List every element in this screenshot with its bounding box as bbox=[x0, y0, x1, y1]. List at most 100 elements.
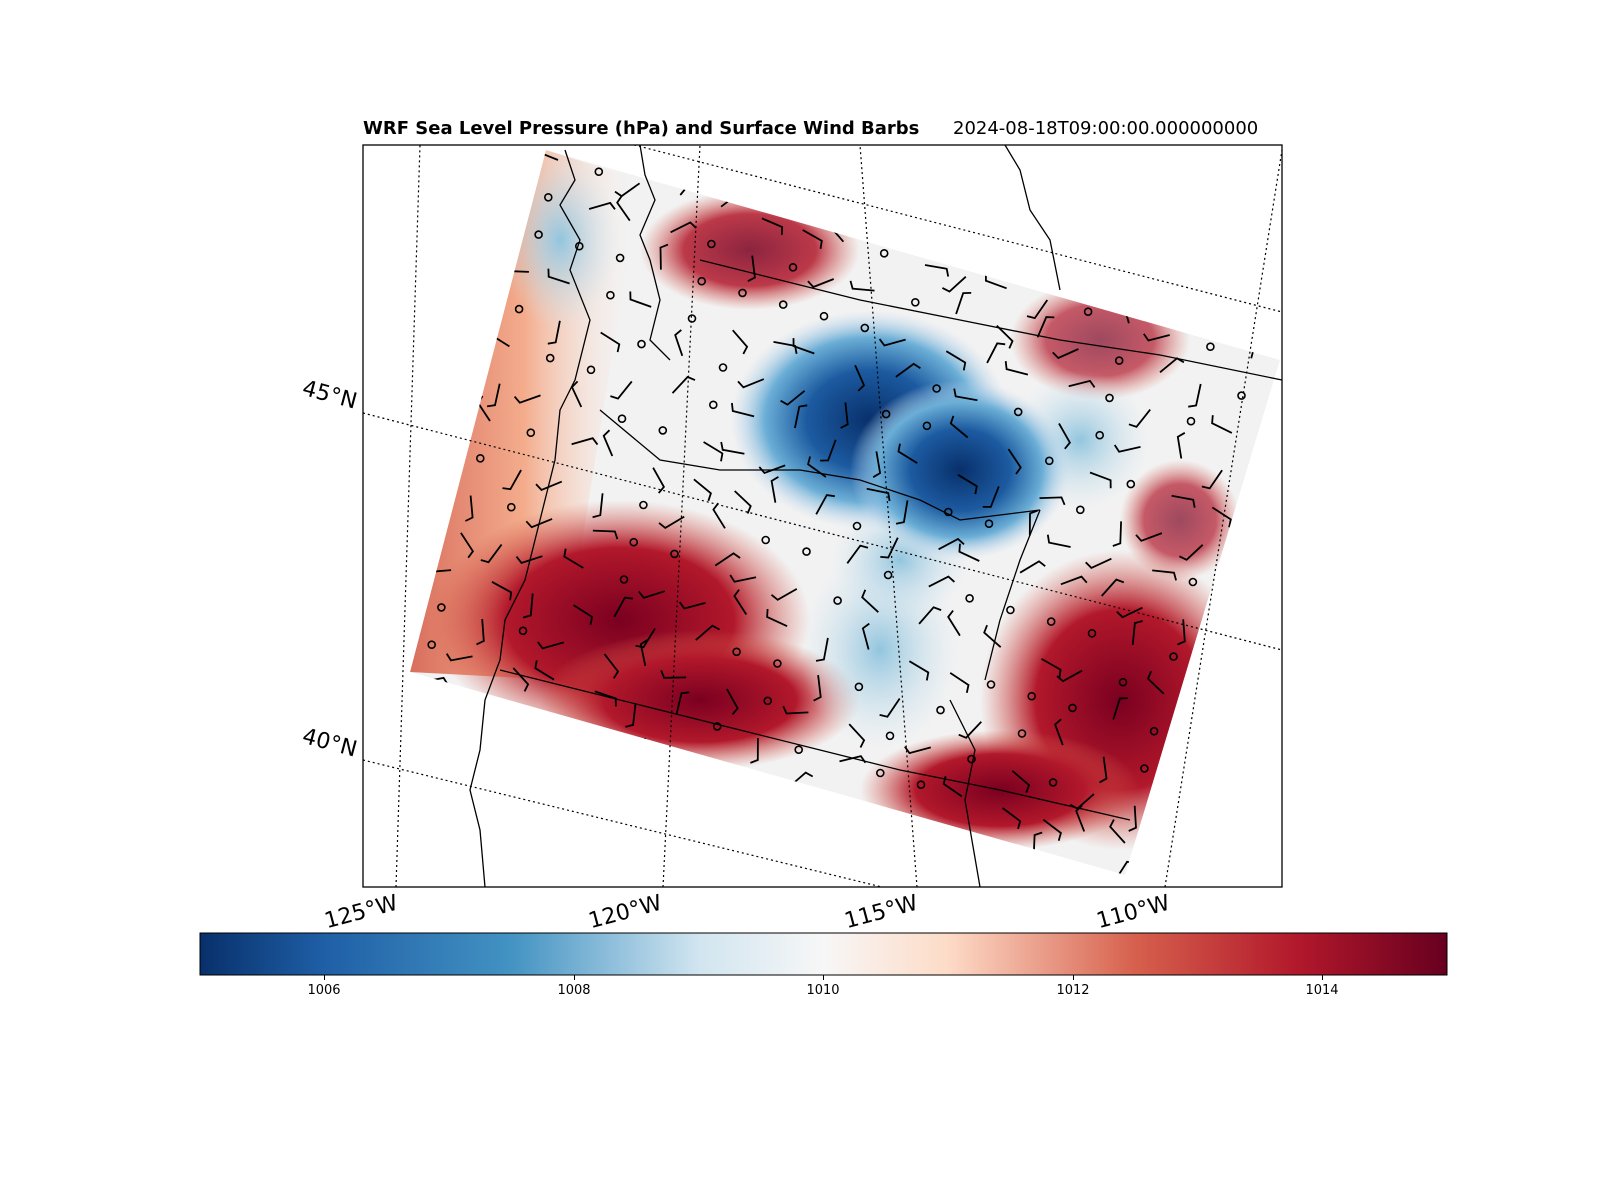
wind-barb bbox=[918, 606, 942, 625]
wind-barb bbox=[486, 383, 501, 408]
wind-barb bbox=[758, 464, 786, 475]
wind-barb bbox=[983, 624, 1002, 648]
wind-barb bbox=[1159, 357, 1185, 373]
wind-barb bbox=[1131, 620, 1143, 646]
wind-barb bbox=[938, 537, 965, 551]
calm-wind-marker bbox=[943, 507, 953, 517]
calm-wind-marker bbox=[594, 167, 604, 176]
calm-wind-marker bbox=[1206, 342, 1215, 352]
calm-wind-marker bbox=[922, 421, 932, 431]
calm-wind-marker bbox=[833, 596, 842, 605]
wind-barb bbox=[570, 380, 583, 408]
wind-barb bbox=[1054, 718, 1064, 746]
wind-barb bbox=[594, 690, 617, 707]
wind-barb bbox=[1171, 494, 1196, 508]
wind-barb bbox=[846, 544, 869, 564]
wind-barb bbox=[820, 439, 837, 462]
wind-barb bbox=[602, 429, 614, 457]
meridian-115w bbox=[859, 145, 918, 887]
wind-barb bbox=[1004, 360, 1029, 376]
colorbar-label-1012: 1012 bbox=[1056, 983, 1090, 998]
wind-barb bbox=[1058, 423, 1071, 450]
wind-barb bbox=[955, 292, 972, 315]
wind-barb bbox=[1007, 448, 1022, 475]
wind-barb bbox=[547, 320, 561, 345]
wind-barb bbox=[1056, 669, 1083, 683]
wind-barb bbox=[1177, 619, 1186, 646]
wind-barb bbox=[878, 338, 906, 347]
calm-wind-marker bbox=[794, 745, 804, 755]
wind-barb bbox=[848, 723, 866, 748]
wind-barb bbox=[571, 437, 599, 446]
calm-wind-marker bbox=[1140, 764, 1149, 773]
calm-wind-marker bbox=[854, 682, 864, 692]
wind-barb bbox=[674, 329, 684, 357]
calm-wind-marker bbox=[1087, 628, 1097, 638]
wind-barb bbox=[1028, 509, 1038, 536]
wind-barb bbox=[734, 490, 752, 514]
calm-wind-marker bbox=[639, 500, 648, 510]
calm-wind-marker bbox=[427, 640, 437, 650]
colorbar-label-1014: 1014 bbox=[1305, 983, 1339, 998]
calm-wind-marker bbox=[732, 647, 741, 657]
wind-barb bbox=[747, 255, 756, 282]
colorbar-tick bbox=[574, 975, 575, 980]
wind-barb bbox=[733, 589, 748, 615]
colorbar-tick bbox=[324, 975, 325, 980]
wind-barb bbox=[703, 441, 724, 462]
wind-barb bbox=[854, 364, 866, 392]
calm-wind-marker bbox=[545, 353, 555, 363]
calm-wind-marker bbox=[936, 705, 945, 715]
wind-barb bbox=[693, 478, 712, 502]
wind-barb bbox=[1069, 793, 1095, 810]
calm-wind-marker bbox=[881, 409, 891, 419]
wind-barb bbox=[839, 755, 867, 764]
colorbar-label-1006: 1006 bbox=[307, 983, 341, 998]
calm-wind-marker bbox=[1289, 367, 1296, 374]
wind-barb bbox=[671, 375, 696, 394]
wind-barb bbox=[958, 721, 982, 739]
wind-barb bbox=[635, 628, 656, 649]
calm-wind-marker bbox=[1027, 691, 1036, 701]
wind-barb bbox=[675, 691, 690, 715]
colorbar-label-1008: 1008 bbox=[557, 983, 591, 998]
map-frame bbox=[362, 144, 1283, 888]
wind-barb bbox=[849, 280, 875, 292]
wind-barb bbox=[942, 775, 963, 798]
wind-barb bbox=[1143, 333, 1170, 342]
wind-barb bbox=[592, 529, 619, 540]
wind-barb bbox=[1179, 544, 1204, 561]
wind-barb bbox=[1211, 415, 1233, 434]
wind-barb bbox=[1089, 471, 1112, 489]
wind-barb bbox=[1128, 409, 1151, 428]
calm-wind-marker bbox=[543, 193, 553, 202]
calm-wind-marker bbox=[773, 659, 782, 668]
calm-wind-marker bbox=[574, 241, 584, 251]
calm-wind-marker bbox=[1114, 356, 1124, 365]
calm-wind-marker bbox=[883, 570, 893, 580]
calm-wind-marker bbox=[1118, 677, 1128, 687]
calm-wind-marker bbox=[475, 453, 485, 463]
parallel-45n bbox=[363, 412, 1282, 651]
wind-barb bbox=[957, 474, 978, 495]
wind-barb bbox=[525, 518, 553, 529]
wind-barb bbox=[592, 493, 604, 519]
calm-wind-marker bbox=[506, 502, 516, 512]
wind-barb bbox=[802, 229, 823, 249]
calm-wind-marker bbox=[518, 626, 528, 636]
calm-wind-marker bbox=[761, 535, 771, 545]
wind-barb bbox=[1112, 697, 1128, 720]
calm-wind-marker bbox=[708, 400, 718, 410]
wind-barb bbox=[537, 641, 565, 650]
wind-barb bbox=[515, 555, 543, 564]
wind-barb bbox=[770, 476, 779, 503]
meridian-110w bbox=[1164, 149, 1282, 887]
calm-wind-marker bbox=[1083, 307, 1093, 317]
wind-barb bbox=[1188, 383, 1202, 408]
wind-barb bbox=[445, 653, 473, 662]
wind-barb bbox=[861, 589, 879, 613]
calm-wind-marker bbox=[586, 365, 596, 375]
wind-barb bbox=[815, 637, 829, 662]
wind-barb bbox=[629, 291, 652, 308]
calm-wind-marker bbox=[534, 230, 543, 239]
